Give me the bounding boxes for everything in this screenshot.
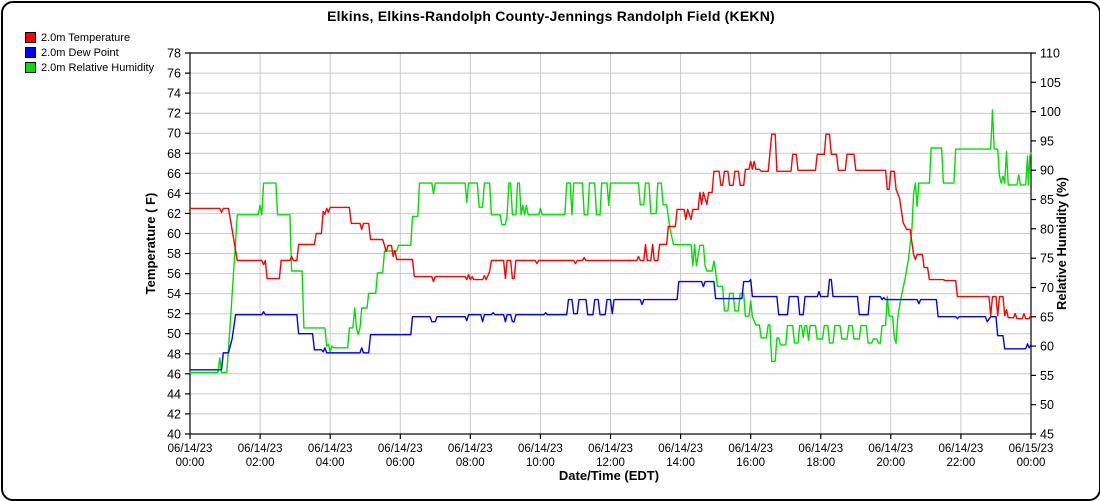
legend: 2.0m Temperature 2.0m Dew Point 2.0m Rel…	[25, 30, 154, 75]
dew-point-swatch-icon	[25, 47, 36, 58]
svg-text:06/14/23: 06/14/23	[588, 443, 633, 455]
svg-text:06/14/23: 06/14/23	[308, 443, 353, 455]
svg-text:46: 46	[167, 367, 181, 381]
svg-text:06/14/23: 06/14/23	[658, 443, 703, 455]
svg-text:85: 85	[1040, 193, 1054, 207]
svg-text:60: 60	[167, 227, 181, 241]
svg-text:10:00: 10:00	[526, 457, 555, 469]
dew-point-line	[189, 278, 1032, 371]
svg-text:16:00: 16:00	[736, 457, 765, 469]
svg-text:06/14/23: 06/14/23	[378, 443, 423, 455]
y-axis-right: 45 50 55 60 65 70 75 80 85 90 95 100 105 110	[1031, 47, 1061, 442]
legend-label-dew-point: 2.0m Dew Point	[41, 46, 119, 59]
svg-text:95: 95	[1040, 134, 1054, 148]
svg-text:58: 58	[167, 247, 181, 261]
svg-text:76: 76	[167, 67, 181, 81]
svg-text:22:00: 22:00	[947, 457, 976, 469]
svg-text:06/14/23: 06/14/23	[448, 443, 493, 455]
svg-text:06/14/23: 06/14/23	[798, 443, 843, 455]
svg-text:60: 60	[1040, 340, 1054, 354]
relative-humidity-line	[189, 109, 1032, 374]
legend-label-relative-humidity: 2.0m Relative Humidity	[41, 61, 155, 74]
svg-text:90: 90	[1040, 164, 1054, 178]
chart-plot-area: 40 42 44 46 48 50 52 54 56 58 60 62 64 66 68 70 72 74 76 78…	[143, 47, 1069, 484]
svg-text:74: 74	[167, 87, 181, 101]
svg-text:02:00: 02:00	[246, 457, 275, 469]
legend-item-dew-point: 2.0m Dew Point	[25, 45, 154, 60]
svg-text:72: 72	[167, 107, 181, 121]
y-axis-left: 40 42 44 46 48 50 52 54 56 58 60 62 64 66 68 70 72 74 76 78	[167, 47, 190, 442]
svg-text:110: 110	[1040, 47, 1060, 61]
svg-text:55: 55	[1040, 369, 1054, 383]
svg-text:06/14/23: 06/14/23	[728, 443, 773, 455]
x-axis-title: Date/Time (EDT)	[559, 468, 659, 483]
svg-text:06/14/23: 06/14/23	[238, 443, 283, 455]
gridlines	[190, 53, 1031, 434]
temperature-swatch-icon	[25, 32, 36, 43]
relative-humidity-swatch-icon	[25, 62, 36, 73]
axis-titles: Temperature ( F) Relative Humidity (%) Dat…	[143, 177, 1069, 483]
svg-text:06/14/23: 06/14/23	[168, 443, 213, 455]
svg-text:45: 45	[1040, 428, 1054, 442]
svg-text:68: 68	[167, 147, 181, 161]
svg-text:66: 66	[167, 167, 181, 181]
svg-text:78: 78	[167, 47, 181, 61]
y-axis-left-title: Temperature ( F)	[143, 193, 158, 295]
svg-text:75: 75	[1040, 252, 1054, 266]
svg-text:00:00: 00:00	[176, 457, 205, 469]
svg-text:12:00: 12:00	[596, 457, 625, 469]
svg-text:62: 62	[167, 207, 181, 221]
svg-text:40: 40	[167, 428, 181, 442]
svg-text:20:00: 20:00	[876, 457, 905, 469]
svg-text:100: 100	[1040, 105, 1061, 119]
svg-text:80: 80	[1040, 222, 1054, 236]
chart-title: Elkins, Elkins-Randolph County-Jennings …	[327, 8, 775, 24]
svg-text:64: 64	[167, 187, 181, 201]
svg-text:14:00: 14:00	[666, 457, 695, 469]
svg-text:08:00: 08:00	[456, 457, 485, 469]
svg-text:06/14/23: 06/14/23	[868, 443, 913, 455]
svg-text:50: 50	[167, 327, 181, 341]
svg-text:42: 42	[167, 407, 181, 421]
temperature-line	[189, 133, 1032, 320]
svg-text:06/14/23: 06/14/23	[518, 443, 563, 455]
svg-text:52: 52	[167, 307, 181, 321]
svg-text:48: 48	[167, 347, 181, 361]
y-axis-right-title: Relative Humidity (%)	[1054, 177, 1069, 310]
svg-text:00:00: 00:00	[1017, 457, 1046, 469]
svg-text:44: 44	[167, 387, 181, 401]
svg-text:70: 70	[1040, 281, 1054, 295]
svg-text:06:00: 06:00	[386, 457, 415, 469]
svg-text:06/15/23: 06/15/23	[1009, 443, 1054, 455]
svg-text:18:00: 18:00	[806, 457, 835, 469]
svg-text:04:00: 04:00	[316, 457, 345, 469]
x-axis: 06/14/23 00:00 06/14/23 02:00 06/14/23 04:00 0…	[168, 434, 1054, 469]
svg-text:65: 65	[1040, 310, 1054, 324]
legend-item-temperature: 2.0m Temperature	[25, 30, 154, 45]
legend-item-relative-humidity: 2.0m Relative Humidity	[25, 60, 154, 75]
svg-text:105: 105	[1040, 76, 1061, 90]
svg-text:50: 50	[1040, 398, 1054, 412]
svg-text:06/14/23: 06/14/23	[939, 443, 984, 455]
legend-label-temperature: 2.0m Temperature	[41, 31, 131, 44]
svg-text:70: 70	[167, 127, 181, 141]
svg-text:54: 54	[167, 287, 181, 301]
svg-text:56: 56	[167, 267, 181, 281]
